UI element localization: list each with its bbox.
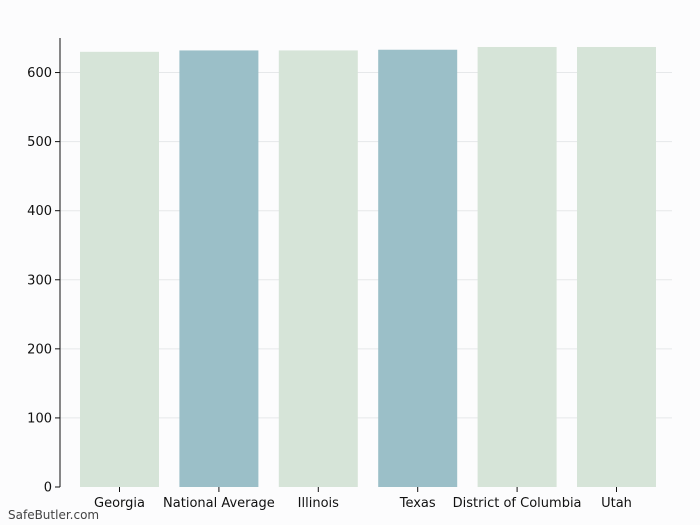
x-tick-label: Georgia xyxy=(94,496,145,511)
x-tick-label: Texas xyxy=(399,496,436,511)
gridlines xyxy=(60,72,672,419)
bar-texas xyxy=(378,49,458,488)
x-tick-label: District of Columbia xyxy=(453,496,582,511)
y-tick-label: 600 xyxy=(27,66,52,81)
x-tick-label: Utah xyxy=(601,496,632,511)
y-axis: 0 100 200 300 400 500 600 xyxy=(27,38,61,496)
y-tick-label: 0 xyxy=(44,481,52,496)
watermark: SafeButler.com xyxy=(8,508,100,522)
bar-district-of-columbia xyxy=(477,46,557,487)
y-tick-label: 500 xyxy=(27,135,52,150)
x-tick-label: National Average xyxy=(163,496,275,511)
bar-georgia xyxy=(80,51,159,488)
x-axis: Georgia National Average Illinois Texas Dist… xyxy=(94,487,632,511)
y-tick-label: 100 xyxy=(27,411,52,426)
x-tick-label: Illinois xyxy=(298,496,339,511)
bar-national-average xyxy=(179,50,259,488)
bars xyxy=(80,46,656,488)
y-tick-label: 300 xyxy=(27,273,52,288)
bar-utah xyxy=(577,46,656,487)
bar-illinois xyxy=(278,50,358,488)
y-tick-label: 200 xyxy=(27,342,52,357)
y-tick-label: 400 xyxy=(27,204,52,219)
